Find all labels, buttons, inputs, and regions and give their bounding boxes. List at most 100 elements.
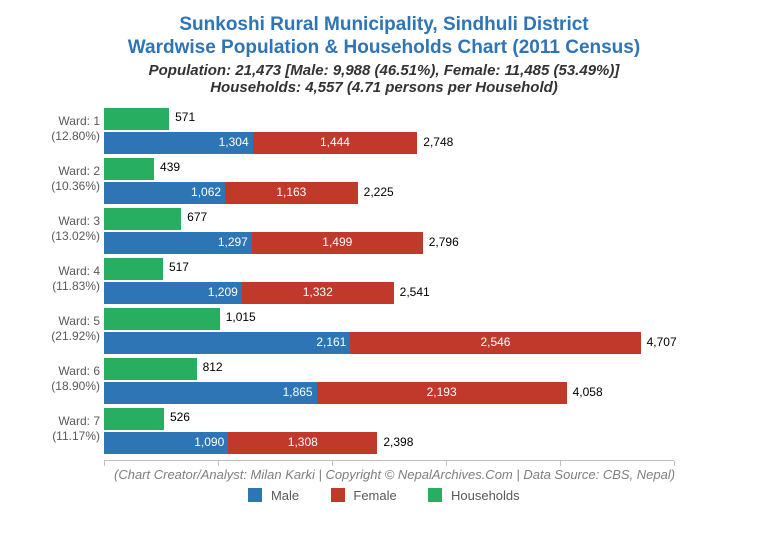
- households-value: 812: [203, 360, 223, 374]
- ward-number: Ward: 3: [24, 214, 100, 229]
- ward-number: Ward: 7: [24, 414, 100, 429]
- ward-label: Ward: 6(18.90%): [24, 364, 100, 394]
- total-value: 4,058: [573, 385, 603, 399]
- households-value: 526: [170, 410, 190, 424]
- chart-container: Sunkoshi Rural Municipality, Sindhuli Di…: [0, 0, 768, 515]
- bars-block: 5171,2091,3322,541: [104, 258, 744, 304]
- female-value: 1,499: [312, 235, 362, 249]
- population-bar-row: 1,297 1,499 2,796: [104, 232, 744, 254]
- ward-percent: (18.90%): [24, 379, 100, 394]
- ward-label: Ward: 4(11.83%): [24, 264, 100, 294]
- female-value: 2,546: [470, 335, 520, 349]
- population-bar-row: 2,161 2,546 4,707: [104, 332, 744, 354]
- total-value: 2,398: [383, 435, 413, 449]
- population-bar-row: 1,062 1,163 2,225: [104, 182, 744, 204]
- male-value: 1,090: [184, 435, 224, 449]
- ward-row: Ward: 3(13.02%)6771,2971,4992,796: [104, 208, 744, 254]
- male-value: 1,297: [208, 235, 248, 249]
- households-bar-row: 439: [104, 158, 744, 180]
- ward-row: Ward: 2(10.36%)4391,0621,1632,225: [104, 158, 744, 204]
- female-value: 1,163: [266, 185, 316, 199]
- ward-number: Ward: 4: [24, 264, 100, 279]
- households-bar-row: 1,015: [104, 308, 744, 330]
- legend-label-male: Male: [271, 488, 299, 503]
- ward-number: Ward: 6: [24, 364, 100, 379]
- legend-female: Female: [331, 488, 397, 503]
- legend-label-female: Female: [353, 488, 396, 503]
- legend-label-households: Households: [451, 488, 520, 503]
- bars-block: 6771,297 1,499 2,796: [104, 208, 744, 254]
- female-value: 1,444: [310, 135, 360, 149]
- total-value: 2,796: [429, 235, 459, 249]
- x-tick: [104, 461, 105, 466]
- male-value: 1,865: [273, 385, 313, 399]
- households-value: 1,015: [226, 310, 256, 324]
- households-bar: [104, 358, 197, 380]
- population-bar-row: 1,090 1,308 2,398: [104, 432, 744, 454]
- total-value: 4,707: [647, 335, 677, 349]
- chart-title-line1: Sunkoshi Rural Municipality, Sindhuli Di…: [24, 14, 744, 37]
- ward-percent: (12.80%): [24, 129, 100, 144]
- x-tick: [560, 461, 561, 466]
- ward-number: Ward: 5: [24, 314, 100, 329]
- ward-label: Ward: 2(10.36%): [24, 164, 100, 194]
- bars-block: 526 1,090 1,308 2,398: [104, 408, 744, 454]
- male-value: 1,304: [209, 135, 249, 149]
- ward-label: Ward: 5(21.92%): [24, 314, 100, 344]
- legend-male: Male: [248, 488, 299, 503]
- households-bar: [104, 208, 181, 230]
- ward-row: Ward: 6(18.90%)8121,8652,1934,058: [104, 358, 744, 404]
- households-bar: [104, 158, 154, 180]
- households-value: 439: [160, 160, 180, 174]
- households-bar: [104, 258, 163, 280]
- households-bar-row: 517: [104, 258, 744, 280]
- male-value: 1,062: [181, 185, 221, 199]
- bars-block: 4391,062 1,163 2,225: [104, 158, 744, 204]
- population-bar-row: 1,304 1,444 2,748: [104, 132, 744, 154]
- households-bar: [104, 308, 220, 330]
- ward-label: Ward: 7(11.17%): [24, 414, 100, 444]
- legend-swatch-female: [331, 488, 345, 502]
- households-bar-row: 677: [104, 208, 744, 230]
- population-bar-row: 1,2091,3322,541: [104, 282, 744, 304]
- ward-row: Ward: 4(11.83%)5171,2091,3322,541: [104, 258, 744, 304]
- x-tick: [332, 461, 333, 466]
- male-value: 1,209: [198, 285, 238, 299]
- ward-number: Ward: 2: [24, 164, 100, 179]
- total-value: 2,225: [364, 185, 394, 199]
- male-value: 2,161: [306, 335, 346, 349]
- ward-percent: (21.92%): [24, 329, 100, 344]
- population-bar-row: 1,865 2,193 4,058: [104, 382, 744, 404]
- female-value: 1,308: [278, 435, 328, 449]
- households-bar: [104, 108, 169, 130]
- chart-legend: Male Female Households: [24, 488, 744, 503]
- households-bar-row: 526: [104, 408, 744, 430]
- households-value: 571: [175, 110, 195, 124]
- ward-percent: (13.02%): [24, 229, 100, 244]
- total-value: 2,748: [423, 135, 453, 149]
- legend-swatch-male: [248, 488, 262, 502]
- ward-percent: (10.36%): [24, 179, 100, 194]
- x-tick: [218, 461, 219, 466]
- bars-block: 812 1,865 2,193 4,058: [104, 358, 744, 404]
- households-bar-row: 812: [104, 358, 744, 380]
- legend-swatch-households: [428, 488, 442, 502]
- x-tick: [446, 461, 447, 466]
- chart-plot-area: Ward: 1(12.80%) 571 1,304 1,444 2,748 Ward: 2…: [24, 108, 744, 454]
- ward-label: Ward: 3(13.02%): [24, 214, 100, 244]
- bars-block: 571 1,304 1,444 2,748: [104, 108, 744, 154]
- chart-subtitle-line1: Population: 21,473 [Male: 9,988 (46.51%)…: [24, 62, 744, 79]
- households-bar-row: 571: [104, 108, 744, 130]
- total-value: 2,541: [400, 285, 430, 299]
- ward-row: Ward: 5(21.92%)1,0152,1612,5464,707: [104, 308, 744, 354]
- x-axis: [104, 460, 674, 461]
- chart-subtitle-line2: Households: 4,557 (4.71 persons per Hous…: [24, 79, 744, 96]
- households-value: 677: [187, 210, 207, 224]
- households-bar: [104, 408, 164, 430]
- ward-number: Ward: 1: [24, 114, 100, 129]
- chart-credit: (Chart Creator/Analyst: Milan Karki | Co…: [114, 467, 744, 482]
- bars-block: 1,015 2,161 2,546 4,707: [104, 308, 744, 354]
- ward-label: Ward: 1(12.80%): [24, 114, 100, 144]
- female-value: 2,193: [417, 385, 467, 399]
- ward-percent: (11.83%): [24, 279, 100, 294]
